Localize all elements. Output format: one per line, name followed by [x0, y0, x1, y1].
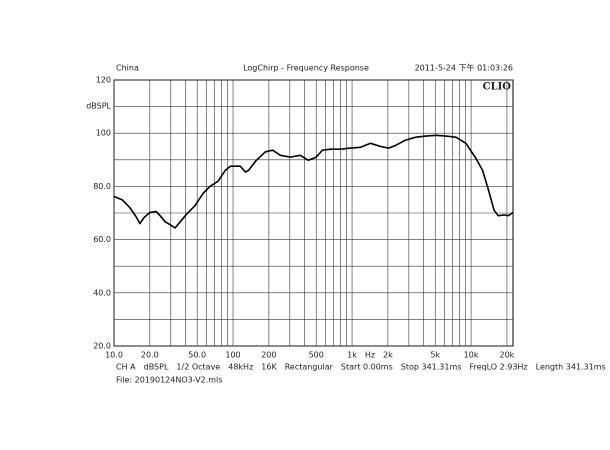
- info-item: 16K: [261, 363, 277, 372]
- x-tick-label: 10.0: [105, 351, 123, 360]
- response-curve: [113, 134, 514, 229]
- info-item: FreqLO 2.93Hz: [469, 363, 527, 372]
- y-tick-label: 100: [96, 129, 111, 138]
- info-item: Start 0.00ms: [341, 363, 393, 372]
- info-item: 48kHz: [228, 363, 253, 372]
- x-tick-label: 500: [309, 351, 324, 360]
- x-axis-label: Hz: [365, 351, 375, 360]
- x-tick-label: 200: [261, 351, 276, 360]
- y-tick-label: 80.0: [93, 182, 111, 191]
- y-tick-label: 120: [96, 76, 111, 85]
- info-item: Length 341.31ms: [536, 363, 606, 372]
- x-tick-label: 5k: [430, 351, 440, 360]
- header-right: 2011-5-24 下午 01:03:26: [415, 63, 513, 73]
- x-tick-label: 2k: [383, 351, 393, 360]
- x-tick-label: 10k: [464, 351, 479, 360]
- x-tick-label: 20.0: [141, 351, 159, 360]
- info-item: Rectangular: [285, 363, 334, 372]
- x-tick-label: 50.0: [188, 351, 206, 360]
- header-left: China: [116, 64, 139, 73]
- info-item: 1/2 Octave: [176, 363, 220, 372]
- y-tick-label: 20.0: [93, 342, 111, 351]
- brand: CLIO: [483, 82, 512, 93]
- x-tick-label: 100: [225, 351, 240, 360]
- info-item: CH A: [116, 363, 136, 372]
- chart-title: LogChirp - Frequency Response: [243, 64, 369, 73]
- info-item: dBSPL: [144, 363, 169, 372]
- info-item: Stop 341.31ms: [401, 363, 462, 372]
- y-axis-label: dBSPL: [86, 102, 111, 111]
- y-tick-label: 60.0: [93, 235, 111, 244]
- y-tick-label: 40.0: [93, 288, 111, 297]
- file-name: File: 20190124NO3-V2.mls: [116, 376, 222, 385]
- x-tick-label: 1k: [347, 351, 357, 360]
- x-tick-label: 20k: [500, 351, 515, 360]
